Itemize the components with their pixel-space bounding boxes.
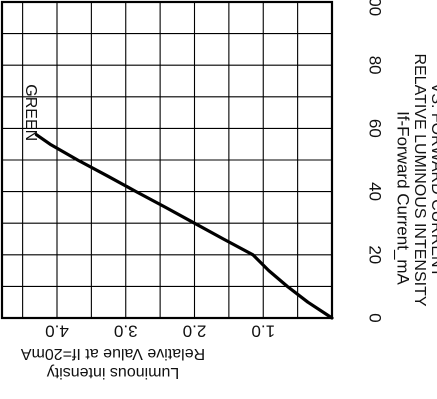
grid: [2, 2, 332, 318]
series: GREEN: [22, 84, 334, 320]
series-label-green: GREEN: [22, 84, 39, 141]
chart-subtitle: VS. FORWARD CURRENT: [428, 83, 437, 278]
chart-title: RELATIVE LUMINOUS INTENSITY: [411, 53, 428, 306]
y-axis-label: Relative Value at If=20mA: [21, 345, 206, 362]
x-tick-label: 40: [366, 182, 385, 201]
series-line-green: [34, 133, 334, 320]
x-tick-label: 80: [366, 56, 385, 75]
y-tick-label: 1.0: [251, 322, 275, 341]
x-tick-labels: 0 20 40 60 80 100: [366, 0, 385, 323]
y-tick-label: 4.0: [45, 322, 69, 341]
x-tick-label: 0: [366, 313, 385, 322]
y-axis-label-secondary: Luminous intensity: [47, 364, 180, 381]
x-axis-label: If-Forward Current_mA: [394, 111, 413, 285]
x-tick-label: 100: [366, 0, 385, 16]
x-tick-label: 60: [366, 119, 385, 138]
x-tick-label: 20: [366, 245, 385, 264]
y-tick-label: 2.0: [183, 322, 207, 341]
plot-frame: [0, 0, 334, 320]
y-tick-label: 3.0: [114, 322, 138, 341]
y-tick-labels: 1.0 2.0 3.0 4.0: [45, 322, 275, 341]
